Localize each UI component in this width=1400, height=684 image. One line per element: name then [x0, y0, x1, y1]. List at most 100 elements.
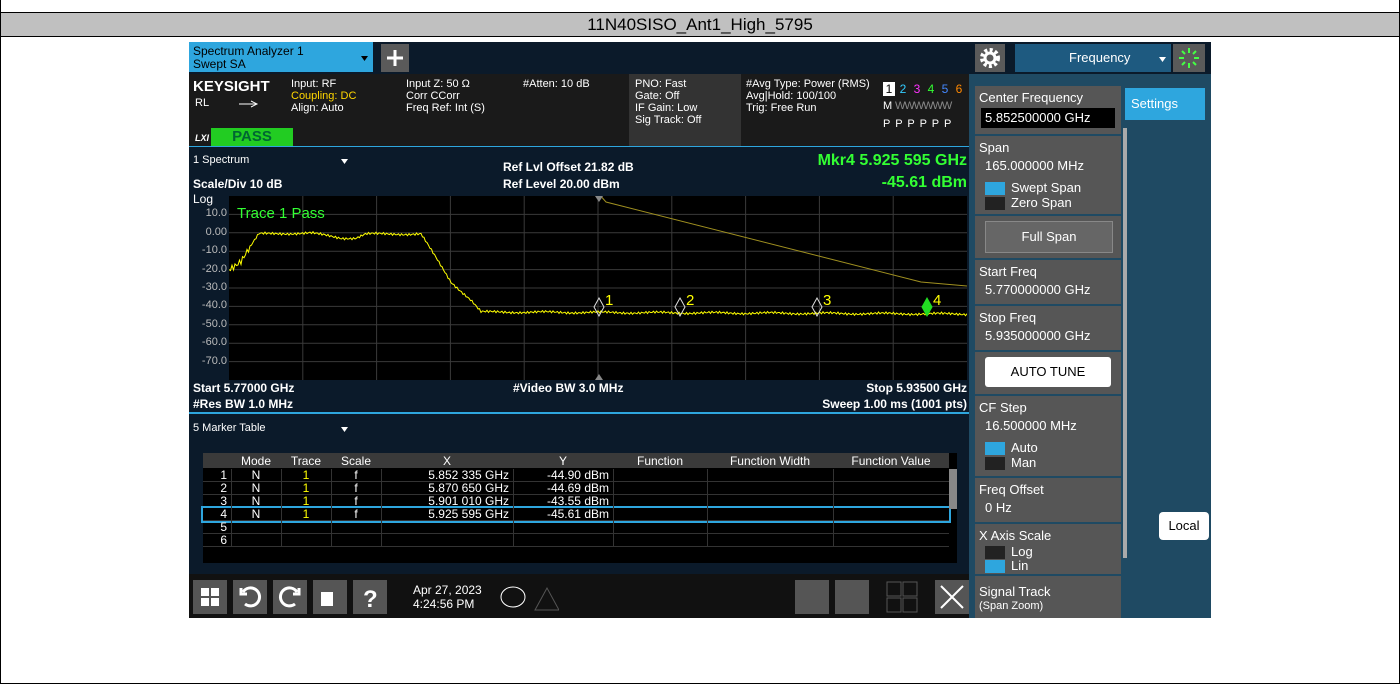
freq-offset[interactable]: Freq Offset 0 Hz [975, 478, 1121, 522]
svg-text:?: ? [363, 586, 378, 613]
menu-dropdown[interactable]: Frequency [1015, 44, 1171, 72]
table-cell: 1 [220, 468, 227, 482]
column-header: Function Width [729, 454, 811, 468]
table-row [203, 521, 949, 534]
toggle [985, 560, 1005, 573]
status-text: Input: RF [291, 78, 337, 90]
span[interactable]: Span 165.000000 MHz Swept Span Zero Span [975, 136, 1121, 214]
table-cell: N [251, 507, 261, 521]
marker-label: 2 [686, 292, 694, 309]
spectrum-plot: Trace 1 Pass 1 2 3 4 [229, 196, 967, 380]
panel-label: Span [979, 140, 1010, 155]
taskbar-icons[interactable]: ? [193, 580, 413, 614]
table-cell: -44.69 dBm [546, 481, 609, 495]
table-cell: 4 [220, 507, 227, 521]
panel-value: 0 Hz [985, 500, 1012, 515]
status-text: #Atten: 10 dB [523, 78, 590, 90]
marker-diamond [593, 296, 605, 318]
column-divider [231, 469, 232, 547]
column-divider [381, 469, 382, 547]
ref-offset: Ref Lvl Offset 21.82 dB [503, 160, 634, 174]
marker-diamond [811, 296, 823, 318]
table-cell: f [354, 481, 358, 495]
video-bw: #Video BW 3.0 MHz [513, 381, 624, 395]
center-frequency[interactable]: Center Frequency 5.852500000 GHz [975, 86, 1121, 134]
x-axis-scale[interactable]: X Axis Scale Log Lin [975, 524, 1121, 574]
view-icons[interactable] [795, 580, 969, 614]
toggle-label: Man [1011, 455, 1037, 470]
lxi: LXI [195, 133, 210, 143]
toggle [985, 197, 1005, 210]
status-text: Coupling: DC [291, 90, 357, 102]
y-label: -30.0 [201, 281, 227, 293]
start-freq[interactable]: Start Freq 5.770000000 GHz [975, 260, 1121, 304]
full-span-item[interactable]: Full Span [975, 216, 1121, 258]
panel-value: 16.500000 MHz [985, 418, 1077, 433]
panel-value: 5.935000000 GHz [985, 328, 1091, 343]
status-bar [189, 74, 975, 146]
panel-sublabel: (Span Zoom) [979, 600, 1044, 612]
trace-number: 1 [883, 82, 895, 96]
toggle [985, 457, 1005, 470]
cf-step[interactable]: CF Step 16.500000 MHz Auto Man [975, 396, 1121, 476]
table-row [201, 506, 951, 523]
start-freq: Start 5.77000 GHz [193, 381, 295, 395]
panel-label: Stop Freq [979, 310, 1037, 325]
full-span-button[interactable]: Full Span [985, 221, 1113, 253]
status-text: Freq Ref: Int (S) [406, 102, 485, 114]
message-icons[interactable] [499, 580, 559, 614]
auto-tune-button[interactable]: AUTO TUNE [985, 357, 1111, 387]
column-divider [833, 469, 834, 547]
table-row [203, 534, 949, 547]
limit-line [600, 196, 967, 287]
trace-number: 6 [955, 82, 963, 96]
marker-table: Mode Trace Scale X Y Function Function Width Fu… [201, 453, 957, 563]
res-bw: #Res BW 1.0 MHz [193, 397, 294, 411]
local-button[interactable]: Local [1159, 512, 1209, 540]
panel-label: X Axis Scale [979, 528, 1052, 543]
panel-value: 5.770000000 GHz [985, 282, 1091, 297]
panel-value: 165.000000 MHz [985, 158, 1085, 173]
status-text: #Avg Type: Power (RMS) [746, 78, 870, 90]
toggle-label: Swept Span [1011, 180, 1082, 195]
add-button[interactable] [381, 44, 409, 72]
marker-diamond [674, 296, 686, 318]
arrow-icon [239, 100, 259, 108]
status-box [629, 74, 741, 146]
trace-types: WWWWWW [895, 100, 952, 112]
trace-number: 5 [941, 82, 949, 96]
marker-diamond [921, 296, 933, 318]
auto-tune-item[interactable]: AUTO TUNE [975, 352, 1121, 394]
column-divider [331, 469, 332, 547]
toggle [985, 442, 1005, 455]
tab-line: Swept SA [193, 57, 246, 71]
dropdown-arrow [341, 159, 348, 164]
table-title[interactable]: 5 Marker Table [193, 422, 266, 434]
date: Apr 27, 2023 [413, 583, 482, 597]
analyzer-tab[interactable]: Spectrum Analyzer 1 Swept SA [189, 42, 373, 72]
toggle-label: Log [1011, 544, 1033, 559]
table-row [203, 495, 949, 508]
panel-value: 5.852500000 GHz [981, 108, 1115, 128]
panel-label: CF Step [979, 400, 1027, 415]
table-header [203, 453, 949, 468]
scale-type: Log [193, 192, 214, 206]
marker-label: 3 [823, 292, 831, 309]
table-cell: -44.90 dBm [546, 468, 609, 482]
column-header: Mode [240, 454, 272, 468]
window-title[interactable]: 1 Spectrum [193, 154, 250, 166]
column-divider [281, 469, 282, 547]
table-cell: 5.901 010 GHz [428, 494, 509, 508]
column-divider [613, 469, 614, 547]
status-text: PNO: Fast [635, 78, 687, 90]
column-header: Y [558, 454, 567, 468]
stop-freq[interactable]: Stop Freq 5.935000000 GHz [975, 306, 1121, 350]
settings-gear[interactable] [975, 44, 1005, 72]
y-label: -40.0 [201, 299, 227, 312]
signal-track[interactable]: Signal Track (Span Zoom) [975, 576, 1121, 618]
table-cell: N [251, 468, 261, 482]
trace-mode: M [883, 100, 893, 112]
column-header: Function Value [851, 454, 931, 468]
settings-tab[interactable]: Settings [1125, 88, 1205, 120]
